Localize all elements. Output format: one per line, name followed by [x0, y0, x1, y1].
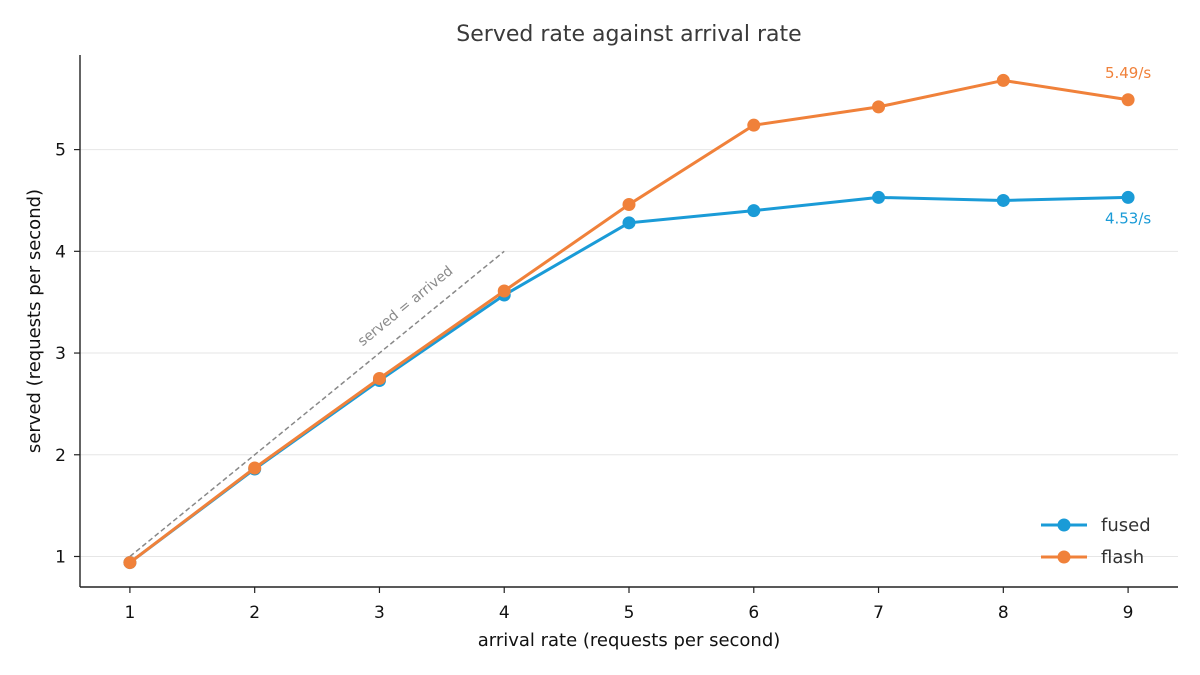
data-point-fused: [747, 204, 761, 218]
tick-labels: 1 2 3 4 5 1 2 3 4 5 6 7 8 9: [55, 141, 1133, 623]
end-label-fused: 4.53/s: [1105, 209, 1151, 227]
y-axis-label: served (requests per second): [24, 189, 45, 453]
x-axis-label: arrival rate (requests per second): [478, 630, 781, 651]
x-tick-label: 2: [249, 603, 260, 623]
series-line-flash: [129, 78, 1129, 564]
chart-title: Served rate against arrival rate: [456, 22, 801, 47]
data-point-fused: [622, 216, 636, 230]
axes: [74, 55, 1178, 593]
data-point-fused: [872, 190, 886, 204]
series-group: 4.53/s 5.49/s: [123, 64, 1151, 570]
x-tick-label: 8: [998, 603, 1009, 623]
y-tick-label: 5: [55, 141, 66, 161]
reference-line: [129, 250, 505, 558]
data-point-flash: [872, 100, 886, 114]
data-point-flash: [248, 461, 262, 475]
data-point-flash: [747, 118, 761, 132]
data-point-flash: [123, 556, 137, 570]
legend-item-flash: flash: [1041, 547, 1144, 568]
legend: fused flash: [1041, 515, 1151, 568]
data-point-fused: [1121, 190, 1135, 204]
legend-swatch-marker: [1057, 550, 1071, 564]
grid: [80, 149, 1178, 557]
end-label-flash: 5.49/s: [1105, 64, 1151, 82]
y-tick-label: 3: [55, 344, 66, 364]
data-point-flash: [622, 198, 636, 212]
x-tick-label: 4: [499, 603, 510, 623]
x-tick-label: 3: [374, 603, 385, 623]
legend-item-fused: fused: [1041, 515, 1151, 536]
x-tick-label: 9: [1123, 603, 1134, 623]
data-point-flash: [1121, 93, 1135, 107]
y-tick-label: 1: [55, 547, 66, 567]
data-point-flash: [497, 284, 511, 298]
x-tick-label: 6: [748, 603, 759, 623]
y-tick-label: 4: [55, 242, 66, 262]
data-point-flash: [996, 73, 1010, 87]
legend-swatch-marker: [1057, 518, 1071, 532]
series-line-fused: [129, 195, 1129, 564]
reference-line-group: served = arrived: [129, 250, 505, 558]
data-point-fused: [996, 193, 1010, 207]
legend-label: flash: [1101, 547, 1144, 568]
x-tick-label: 5: [624, 603, 635, 623]
data-point-flash: [372, 371, 386, 385]
legend-label: fused: [1101, 515, 1151, 536]
series-flash: 5.49/s: [123, 64, 1151, 570]
x-tick-label: 1: [124, 603, 135, 623]
x-tick-label: 7: [873, 603, 884, 623]
series-fused: 4.53/s: [123, 190, 1151, 570]
y-tick-label: 2: [55, 446, 66, 466]
